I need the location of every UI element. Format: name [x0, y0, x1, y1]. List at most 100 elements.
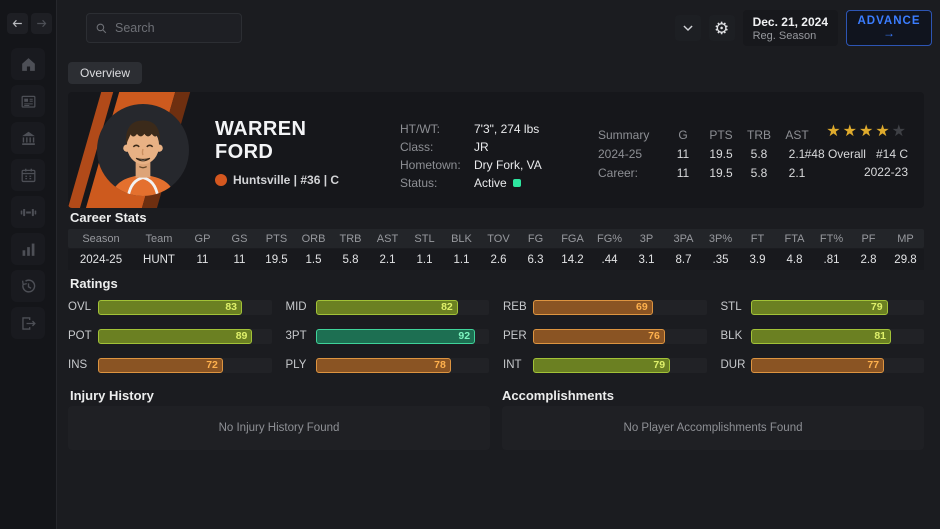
sidebar-item-history[interactable]	[11, 270, 45, 302]
rating-track: 77	[750, 357, 924, 373]
stat-value-cell: 11	[196, 253, 209, 266]
stat-header-cell: FT%	[819, 232, 844, 245]
player-team-line: Huntsville | #36 | C	[215, 173, 339, 187]
rating-track: 69	[533, 299, 707, 315]
rating-bar: 89	[98, 328, 253, 344]
stat-header-cell: Team	[145, 232, 173, 245]
rating-track: 89	[98, 328, 272, 344]
sidebar-item-news[interactable]	[11, 85, 45, 117]
rating-track: 76	[533, 328, 707, 344]
summary-header-cell: G	[678, 128, 688, 142]
ratings-title: Ratings	[70, 276, 118, 291]
career-stats-header-row: Season Team GP GS PTS ORB TRB AST STL BLK TOV FG FGA…	[68, 229, 924, 248]
stat-header-cell: FGA	[561, 232, 584, 245]
sidebar-item-schedule[interactable]	[11, 159, 45, 191]
advance-arrow-icon: →	[883, 26, 895, 41]
summary-cell: 11	[676, 147, 690, 161]
rating-track: 79	[533, 357, 707, 373]
rating-bar: 78	[315, 357, 451, 373]
advance-button[interactable]: ADVANCE →	[846, 10, 932, 46]
player-first-name: WARREN	[215, 118, 307, 140]
back-button[interactable]	[7, 13, 28, 34]
stat-value-cell: 19.5	[265, 253, 288, 266]
stat-value-cell: 4.8	[786, 253, 803, 266]
schedule-icon	[21, 168, 35, 182]
stat-header-cell: TOV	[487, 232, 510, 245]
star-filled-icon: ★	[858, 123, 876, 140]
player-last-name: FORD	[215, 141, 274, 163]
search-input[interactable]	[115, 21, 233, 35]
rating-mid: MID 82	[286, 299, 489, 315]
rating-label: INT	[503, 359, 522, 371]
arena-icon	[21, 131, 35, 145]
gear-icon: ⚙	[713, 18, 730, 38]
summary-cell: 2.1	[788, 166, 806, 180]
rating-track: 72	[98, 357, 272, 373]
sidebar-item-home[interactable]	[11, 48, 45, 80]
sidebar-item-stats[interactable]	[11, 233, 45, 265]
stat-header-cell: FG%	[596, 232, 623, 245]
vital-row: HT/WT: 7'3", 274 lbs	[400, 120, 542, 138]
rating-bar: 72	[98, 357, 223, 373]
forward-button[interactable]	[31, 13, 52, 34]
player-name-block: WARREN FORD Huntsville | #36 | C	[215, 118, 339, 187]
tab-overview-label: Overview	[80, 66, 131, 80]
stat-value-cell: .35	[712, 253, 729, 266]
rating-track: 78	[315, 357, 489, 373]
star-filled-icon: ★	[875, 123, 892, 140]
player-vitals: HT/WT: 7'3", 274 lbs Class: JR Hometown: Dry …	[400, 120, 542, 192]
rating-bar: 79	[750, 299, 888, 315]
team-line-text: Huntsville | #36 | C	[233, 173, 340, 187]
stat-header-cell: STL	[414, 232, 435, 245]
stat-value-cell: 1.1	[416, 253, 433, 266]
history-icon	[21, 278, 35, 293]
rank-season: 2022-23	[863, 165, 908, 179]
star-empty-icon: ★	[891, 123, 908, 140]
career-stats-table: Season Team GP GS PTS ORB TRB AST STL BLK TOV FG FGA…	[68, 229, 924, 270]
back-arrow-icon	[12, 19, 22, 28]
stat-value-cell: 5.8	[342, 253, 359, 266]
rating-track: 82	[315, 299, 489, 315]
rating-track: 92	[315, 328, 489, 344]
rating-3pt: 3PT 92	[286, 328, 489, 344]
career-stats-data-row[interactable]: 2024-25 HUNT 11 11 19.5 1.5 5.8 2.1 1.1 1.1 2.6 6.3…	[68, 249, 924, 270]
rating-label: PLY	[285, 359, 307, 371]
injury-history-empty-box: No Injury History Found	[68, 406, 490, 450]
rank-line: #48 Overall #14 C	[805, 147, 908, 161]
stat-value-cell: .44	[601, 253, 618, 266]
accomplishments-empty-text: No Player Accomplishments Found	[623, 422, 803, 434]
injury-history-title: Injury History	[70, 388, 154, 403]
exit-icon	[21, 316, 36, 330]
summary-row-label: Career:	[598, 166, 639, 180]
stat-header-cell: 3P	[639, 232, 654, 245]
stat-header-cell: 3PA	[673, 232, 694, 245]
player-ranking: ★★★★★ #48 Overall #14 C 2022-23	[805, 123, 908, 180]
dropdown-button[interactable]	[674, 15, 701, 41]
forward-arrow-icon	[37, 19, 47, 28]
stat-header-cell: MP	[897, 232, 914, 245]
rating-bar: 77	[750, 357, 885, 373]
tab-overview[interactable]: Overview	[68, 62, 143, 84]
stat-header-cell: PTS	[265, 232, 288, 245]
team-logo-icon	[215, 174, 227, 186]
rating-stl: STL 79	[721, 299, 924, 315]
summary-cell: 2.1	[788, 147, 806, 161]
sidebar-item-exit[interactable]	[11, 307, 45, 339]
sidebar-item-training[interactable]	[11, 196, 45, 228]
settings-button[interactable]: ⚙	[708, 15, 735, 41]
season-phase-text: Reg. Season	[752, 29, 817, 42]
rating-label: PER	[503, 330, 527, 342]
sidebar-menu	[0, 48, 56, 339]
overall-rank: #48 Overall	[804, 147, 866, 161]
rating-reb: REB 69	[503, 299, 707, 315]
chevron-down-icon	[683, 25, 693, 32]
sidebar-item-arena[interactable]	[11, 122, 45, 154]
summary-data-row: 2024-25 11 19.5 5.8 2.1	[598, 145, 816, 164]
player-banner: WARREN FORD Huntsville | #36 | C HT/WT: 7…	[68, 92, 924, 208]
search-box[interactable]	[86, 13, 242, 43]
rating-track: 83	[98, 299, 272, 315]
accomplishments-title: Accomplishments	[502, 388, 614, 403]
vital-value: 7'3", 274 lbs	[474, 122, 540, 136]
rating-ins: INS 72	[68, 357, 272, 373]
stat-value-cell: 6.3	[527, 253, 544, 266]
